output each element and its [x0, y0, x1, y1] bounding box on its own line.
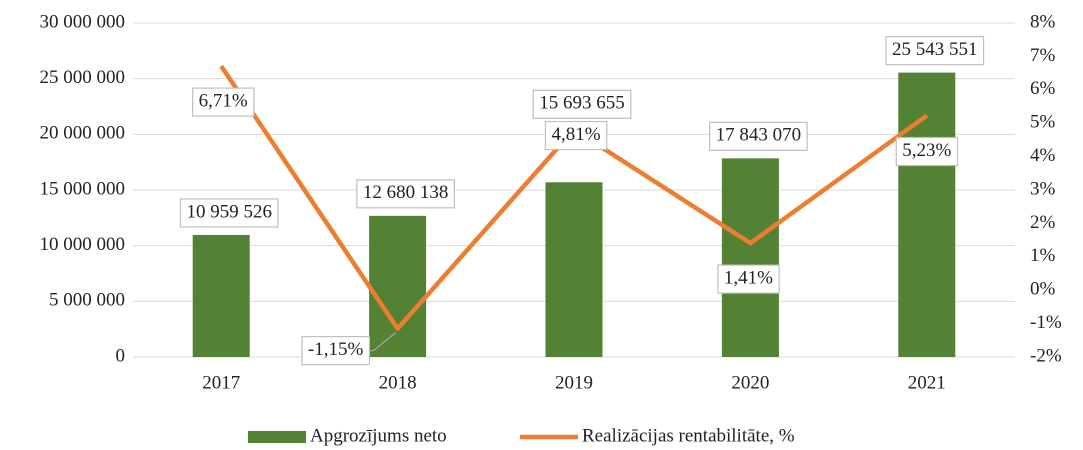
y2-tick-label: 8% [1030, 11, 1056, 32]
bar-label-group: 12 680 138 [356, 179, 455, 209]
bar-label-group: 25 543 551 [885, 36, 985, 66]
x-tick-label: 2021 [908, 372, 946, 393]
y2-tick-label: -2% [1030, 345, 1062, 366]
bar-label-box [885, 36, 985, 66]
line-label-box [717, 264, 780, 294]
y2-tick-label: 7% [1030, 45, 1056, 66]
line-label-box [895, 136, 959, 167]
line-label-box [192, 87, 255, 117]
bar-label: 15 693 655 [539, 93, 625, 114]
y-tick-label: 15 000 000 [40, 178, 126, 199]
line-label-box [544, 120, 608, 151]
bar-label-group: 15 693 655 [532, 89, 632, 119]
y2-tick-label: 4% [1030, 145, 1056, 166]
line-label-group: 6,71% [192, 87, 255, 117]
y2-tick-label: 1% [1030, 245, 1056, 266]
line-label: 4,81% [551, 124, 600, 145]
legend-swatch [248, 431, 306, 443]
line-label-box [301, 336, 371, 366]
line-label-group: 1,41% [717, 264, 780, 294]
bar-label: 25 543 551 [892, 39, 978, 60]
bar [721, 158, 779, 357]
bar-label: 12 680 138 [363, 182, 449, 203]
line-label: 5,23% [902, 140, 951, 161]
bar-label-group: 10 959 526 [179, 198, 279, 228]
x-tick-label: 2017 [202, 372, 240, 393]
y2-tick-label: 0% [1030, 279, 1056, 300]
y2-tick-label: 2% [1030, 212, 1056, 233]
x-tick-label: 2018 [379, 372, 417, 393]
y-tick-label: 20 000 000 [40, 123, 126, 144]
legend-label: Realizācijas rentabilitāte, % [582, 425, 795, 446]
bar [369, 215, 427, 357]
legend-label: Apgrozījums neto [310, 425, 447, 446]
bar-label-group: 17 843 070 [709, 121, 808, 151]
bar-label-box [709, 121, 808, 151]
y2-tick-label: 5% [1030, 112, 1056, 133]
y-tick-label: 10 000 000 [40, 234, 126, 255]
line-label: 1,41% [724, 267, 773, 288]
y-tick-label: 25 000 000 [40, 67, 126, 88]
bar-label-box [532, 89, 632, 119]
y-tick-label: 5 000 000 [49, 290, 125, 311]
bar [898, 72, 956, 357]
line-label-group: 4,81% [544, 120, 608, 151]
bar-label-box [356, 179, 455, 209]
y2-tick-label: 3% [1030, 178, 1056, 199]
bar-label: 17 843 070 [716, 125, 802, 146]
y2-tick-label: 6% [1030, 78, 1056, 99]
x-tick-label: 2020 [731, 372, 769, 393]
bar-label: 10 959 526 [186, 201, 272, 222]
line-label-group: -1,15% [301, 336, 371, 366]
line-label: 6,71% [199, 90, 248, 111]
line-label: -1,15% [308, 339, 364, 360]
bar [545, 182, 603, 357]
y-tick-label: 0 [116, 345, 126, 366]
bar [192, 234, 250, 357]
line-label-group: 5,23% [895, 136, 959, 167]
x-tick-label: 2019 [555, 372, 593, 393]
bar-label-box [179, 198, 279, 228]
y2-tick-label: -1% [1030, 312, 1062, 333]
y-tick-label: 30 000 000 [40, 11, 126, 32]
